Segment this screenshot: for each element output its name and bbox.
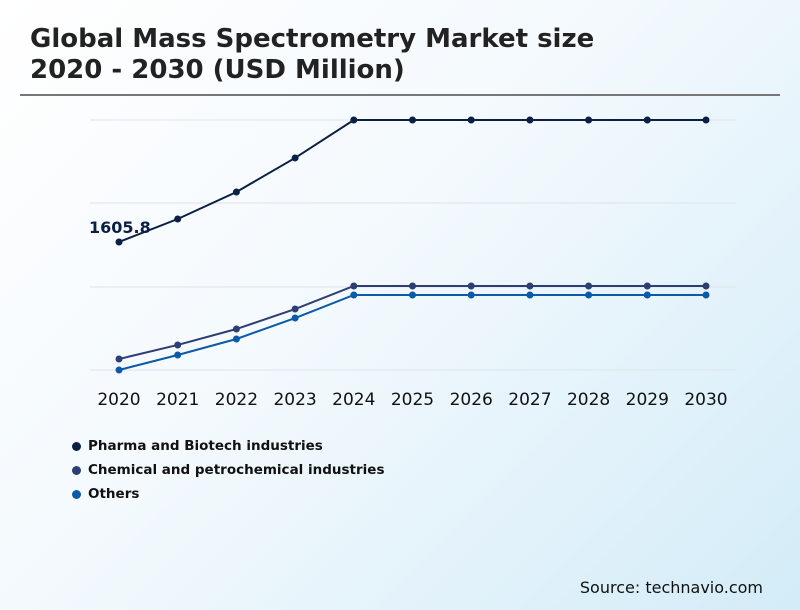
x-tick-label: 2029 (626, 390, 669, 410)
data-point (467, 291, 475, 299)
title-divider (20, 94, 780, 96)
series-line-2 (118, 293, 706, 371)
legend-marker-icon (72, 441, 81, 451)
data-point (702, 291, 710, 299)
source-label: Source: technavio.com (579, 578, 763, 597)
x-tick-label: 2024 (332, 390, 375, 410)
data-point (174, 215, 182, 223)
data-point (291, 305, 299, 313)
title-line-1: Global Mass Spectrometry Market size (30, 24, 595, 54)
data-point (350, 291, 358, 299)
legend-marker-icon (72, 489, 81, 499)
data-point (232, 335, 240, 343)
legend-label: Pharma and Biotech industries (88, 438, 323, 454)
data-point (115, 355, 123, 363)
data-point (291, 314, 299, 322)
data-point (115, 238, 123, 246)
legend-marker-icon (72, 465, 81, 475)
data-point (467, 116, 475, 124)
data-point (409, 291, 416, 299)
data-point (526, 291, 534, 299)
legend-label: Others (88, 486, 140, 502)
data-point (585, 291, 593, 299)
data-point (174, 351, 182, 359)
data-point (526, 116, 534, 124)
x-tick-label: 2021 (156, 390, 199, 410)
data-point (585, 116, 593, 124)
legend-label: Chemical and petrochemical industries (88, 462, 385, 478)
x-tick-label: 2020 (97, 390, 140, 410)
data-point (643, 282, 651, 290)
data-point (409, 116, 416, 124)
data-point (232, 188, 240, 196)
data-point (467, 282, 475, 290)
chart-title: Global Mass Spectrometry Market size 202… (30, 24, 594, 86)
x-tick-label: 2022 (215, 390, 258, 410)
title-line-2: 2020 - 2030 (USD Million) (30, 55, 405, 85)
x-tick-label: 2028 (567, 390, 610, 410)
data-point (585, 282, 593, 290)
data-point (409, 282, 416, 290)
data-point (291, 154, 299, 162)
data-label: 1605.8 (89, 218, 151, 237)
legend-item: Others (72, 482, 384, 506)
data-point (702, 282, 710, 290)
data-point (232, 325, 240, 333)
legend: Pharma and Biotech industries Chemical an… (72, 434, 384, 506)
data-point (174, 341, 182, 349)
series-line-0 (118, 119, 706, 243)
data-point (643, 291, 651, 299)
line-chart: 2020 2021 2022 2023 2024 2025 2026 2027 2028 2029… (89, 116, 736, 410)
data-point (643, 116, 651, 124)
x-tick-label: 2023 (273, 390, 316, 410)
data-point (702, 116, 710, 124)
data-point (115, 366, 123, 374)
data-point (350, 282, 358, 290)
x-tick-label: 2027 (508, 390, 551, 410)
x-tick-label: 2025 (391, 390, 434, 410)
legend-item: Pharma and Biotech industries (72, 434, 384, 458)
data-point (526, 282, 534, 290)
legend-item: Chemical and petrochemical industries (72, 458, 384, 482)
data-point (350, 116, 358, 124)
x-tick-label: 2030 (684, 390, 727, 410)
x-tick-label: 2026 (450, 390, 493, 410)
